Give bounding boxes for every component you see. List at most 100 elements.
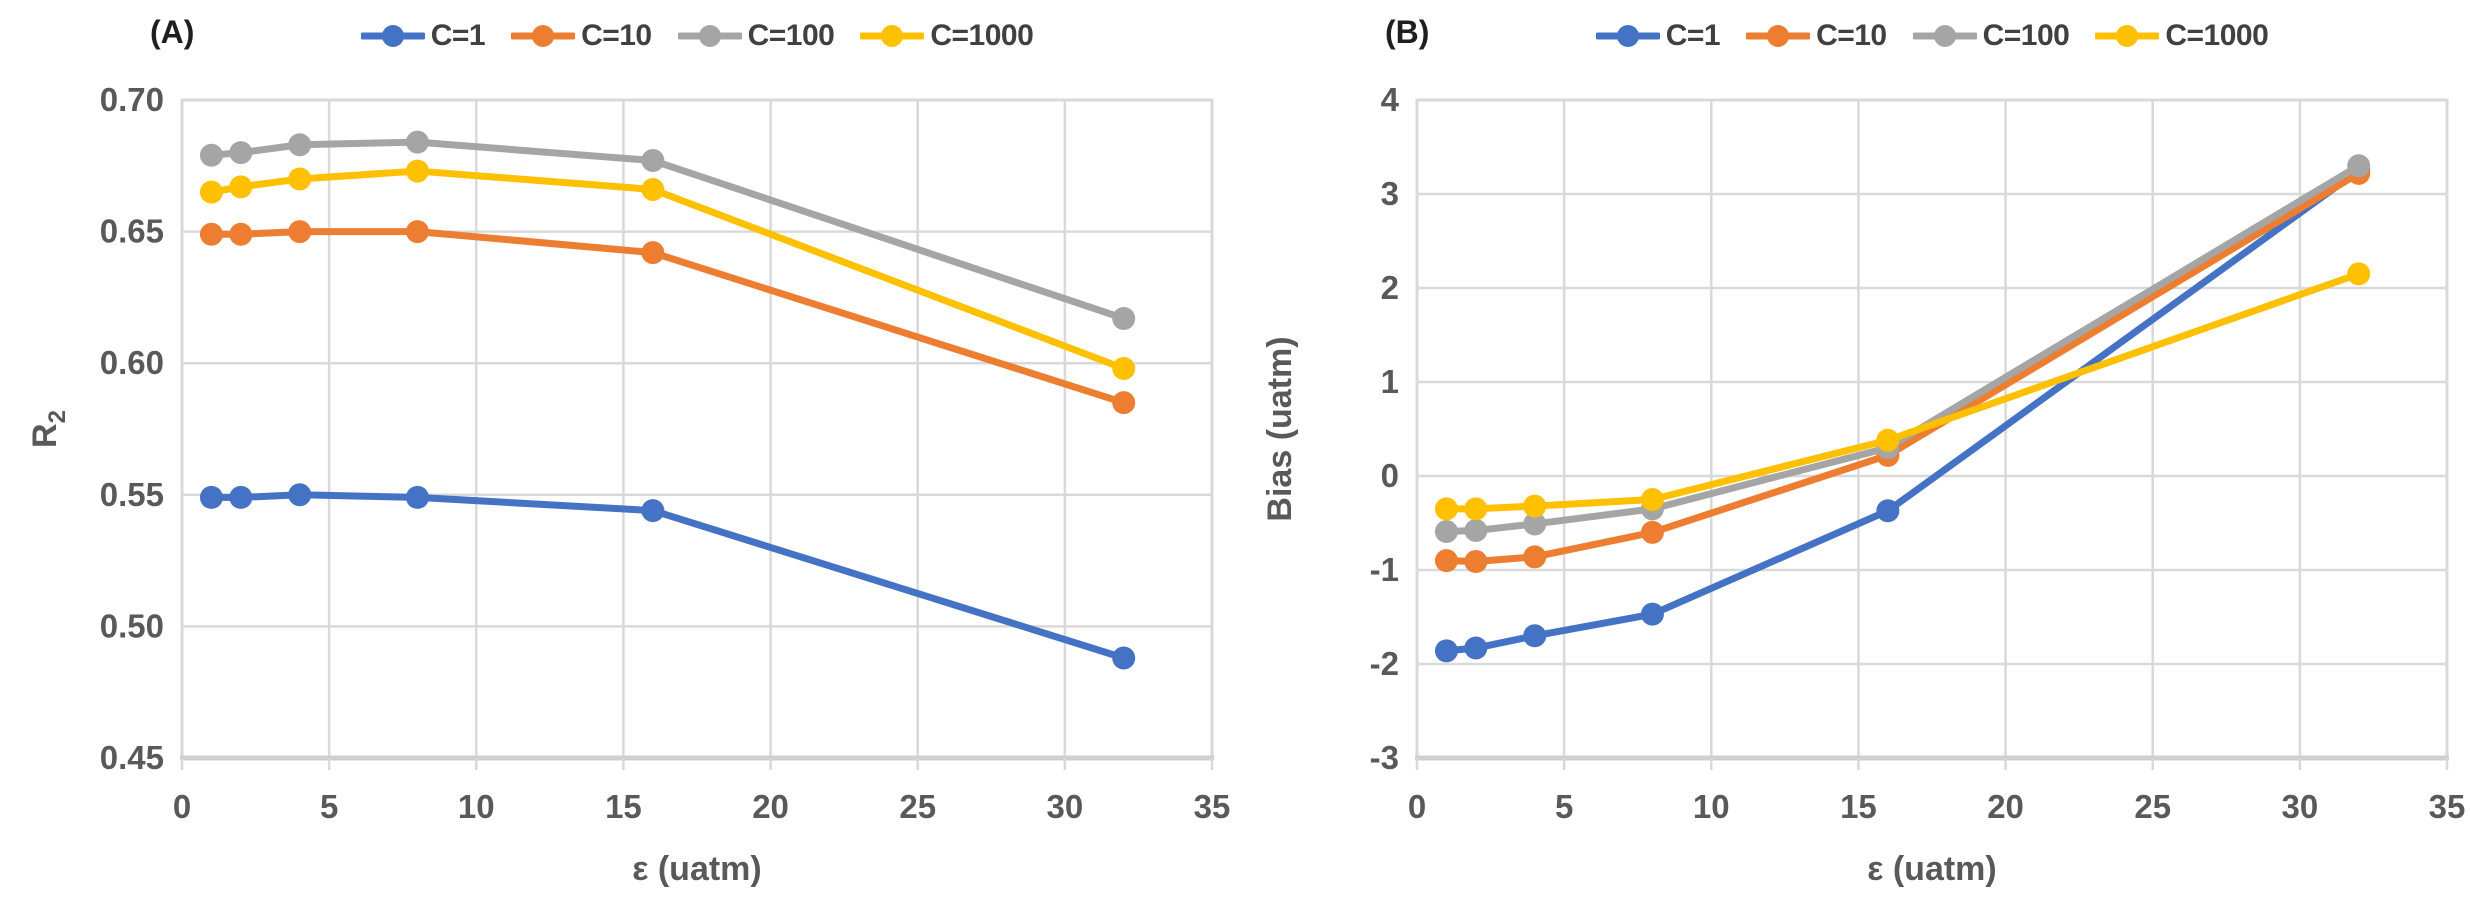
data-point-marker [405, 130, 429, 154]
panel-title: (A) [150, 14, 195, 50]
data-point-marker [1640, 488, 1664, 511]
chart-b-canvas: -3 -2 -1 0 1 2 3 4 0 5 10 15 20 25 30 35 ε (uatm) Bias (u… [1261, 81, 2466, 888]
y-tick-labels: -3 -2 -1 0 1 2 3 4 [1370, 81, 1400, 776]
data-point-marker [1464, 550, 1488, 574]
x-tick-label: 10 [458, 788, 495, 825]
data-point-marker [199, 222, 223, 246]
y-tick-label: 3 [1381, 175, 1399, 212]
legend-marker-icon [2095, 25, 2160, 47]
y-tick-label: 0.45 [100, 739, 164, 776]
data-point-marker [199, 143, 223, 167]
chart-panel-b: (B) C=1 C=10 C=100 C=1000 -3 -2 -1 0 1 2 3 4 0 5 10 15… [1235, 0, 2470, 913]
legend-marker-icon [1746, 25, 1811, 47]
legend-label: C=1000 [2165, 19, 2269, 52]
x-tick-label: 25 [899, 788, 936, 825]
data-point-marker [405, 485, 429, 509]
y-tick-label: -2 [1370, 645, 1399, 682]
series-line [207, 491, 1128, 662]
legend-item-c100: C=100 [677, 19, 835, 53]
x-tick-label: 0 [173, 788, 191, 825]
y-tick-label: -1 [1370, 551, 1399, 588]
x-tick-label: 20 [752, 788, 789, 825]
data-point-marker [1464, 519, 1488, 543]
legend-item-c1000: C=1000 [860, 19, 1034, 53]
data-point-marker [1523, 545, 1547, 569]
data-point-marker [288, 133, 312, 157]
series-line [1442, 270, 2363, 513]
gridlines [180, 98, 1214, 760]
y-tick-label: 0.65 [100, 213, 164, 250]
data-point-marker [1523, 512, 1547, 536]
legend-item-c10: C=10 [511, 19, 652, 53]
legend-item-c1: C=1 [360, 19, 486, 53]
series-c100 [1434, 154, 2371, 543]
y-tick-label: 4 [1381, 81, 1400, 118]
data-point-marker [229, 141, 253, 165]
x-tick-label: 15 [1840, 788, 1877, 825]
data-point-marker [229, 485, 253, 509]
series-c10 [1434, 161, 2371, 574]
y-tick-label: -3 [1370, 739, 1399, 776]
x-tick-label: 35 [1194, 788, 1231, 825]
x-tick-label: 15 [605, 788, 642, 825]
data-point-marker [1434, 519, 1458, 543]
data-point-marker [1434, 497, 1458, 521]
data-point-marker [1640, 602, 1664, 626]
data-point-marker [2347, 262, 2371, 286]
legend-item-c1: C=1 [1595, 19, 1721, 53]
data-point-marker [1523, 624, 1547, 648]
legend-label: C=10 [1816, 19, 1887, 52]
legend-label: C=100 [747, 19, 835, 52]
data-point-marker [1464, 636, 1488, 660]
data-point-marker [405, 220, 429, 244]
x-tick-label: 25 [2134, 788, 2171, 825]
data-point-marker [1523, 494, 1547, 518]
data-point-marker [1112, 391, 1136, 415]
y-tick-labels: 0.45 0.50 0.55 0.60 0.65 0.70 [100, 81, 164, 776]
x-tick-label: 5 [320, 788, 338, 825]
legend: C=1 C=10 C=100 C=1000 [1417, 12, 2447, 60]
data-point-marker [288, 220, 312, 244]
data-point-marker [641, 241, 665, 265]
panel-title: (B) [1385, 14, 1430, 50]
series-c1 [1434, 159, 2371, 663]
legend-marker-icon [1595, 25, 1660, 47]
data-point-marker [1112, 306, 1136, 330]
legend-label: C=10 [581, 19, 652, 52]
x-tick-label: 0 [1408, 788, 1426, 825]
chart-panel-a: (A) C=1 C=10 C=100 C=1000 0.45 0.50 0.55 0.60 0… [26, 14, 1231, 888]
x-tick-label: 5 [1555, 788, 1573, 825]
data-point-marker [1112, 356, 1136, 380]
x-tick-label: 30 [1046, 788, 1083, 825]
x-tick-labels: 0 5 10 15 20 25 30 35 [1408, 788, 2466, 825]
x-tick-label: 10 [1693, 788, 1730, 825]
data-point-marker [1876, 499, 1900, 523]
data-point-marker [1876, 428, 1900, 452]
series-c100 [199, 130, 1136, 330]
data-point-marker [641, 177, 665, 201]
data-point-marker [288, 483, 312, 507]
y-tick-label: 0.55 [100, 476, 164, 513]
x-axis-title: ε (uatm) [632, 850, 761, 888]
y-tick-label: 2 [1381, 269, 1399, 306]
data-point-marker [1112, 646, 1136, 670]
legend-marker-icon [677, 25, 742, 47]
data-point-marker [405, 159, 429, 183]
data-point-marker [199, 485, 223, 509]
chart-a-canvas: 0.45 0.50 0.55 0.60 0.65 0.70 0 5 10 15 20 25 30 35 ε … [26, 81, 1231, 888]
x-axis-ticks [1415, 758, 2449, 770]
x-axis-title: ε (uatm) [1867, 850, 1996, 888]
legend-item-c10: C=10 [1746, 19, 1887, 53]
x-axis-ticks [180, 758, 1214, 770]
legend-marker-icon [511, 25, 576, 47]
x-tick-label: 30 [2281, 788, 2318, 825]
data-point-marker [1640, 520, 1664, 544]
y-tick-label: 0 [1381, 457, 1399, 494]
legend-marker-icon [860, 25, 925, 47]
data-point-marker [1434, 639, 1458, 663]
legend-label: C=100 [1982, 19, 2070, 52]
data-point-marker [288, 167, 312, 191]
plot-border [180, 98, 1214, 760]
y-axis-title: Bias (uatm) [1261, 336, 1299, 521]
